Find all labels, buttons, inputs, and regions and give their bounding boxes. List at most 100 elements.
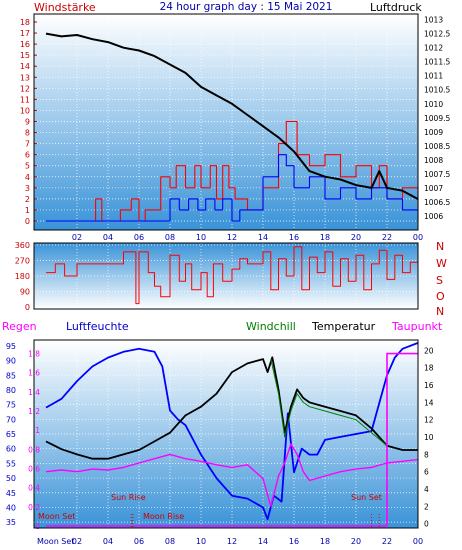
panel3-temp-tick: 10 — [424, 433, 434, 442]
panel3-temp-tick: 8 — [424, 450, 429, 459]
panel1-right-tick: 1010 — [424, 100, 443, 109]
panel1-x-tick: 06 — [134, 233, 144, 242]
panel3-x-tick: 04 — [103, 537, 113, 546]
legend-regen: Regen — [2, 320, 37, 333]
panel3-temp-tick: 12 — [424, 416, 434, 425]
panel1-right-tick: 1012.5 — [424, 30, 450, 39]
panel-wind-pressure-frame — [33, 13, 419, 231]
series-luftfeuchte — [45, 342, 419, 521]
panel1-left-tick: 5 — [25, 162, 30, 171]
panel3-temp-tick: 6 — [424, 468, 429, 477]
panel3-humidity-tick: 75 — [6, 401, 16, 410]
series-windchill — [270, 358, 388, 447]
panel-wind-pressure-bg — [34, 14, 418, 230]
panel1-x-tick: 12 — [227, 233, 237, 242]
panel3-temp-tick: 2 — [424, 502, 429, 511]
panel-temp-humidity-frame — [33, 339, 419, 529]
panel1-x-tick: 04 — [103, 233, 113, 242]
panel1-right-tick: 1008 — [424, 156, 443, 165]
legend-luftfeuchte: Luftfeuchte — [66, 320, 129, 333]
panel3-x-tick: 06 — [134, 537, 144, 546]
panel3-humidity-tick: 50 — [6, 474, 16, 483]
panel1-x-tick: 18 — [320, 233, 330, 242]
header-title: 24 hour graph day : 15 Mai 2021 — [160, 1, 333, 13]
compass-label-0: N — [436, 240, 444, 253]
panel3-temp-tick: 16 — [424, 381, 434, 390]
panel1-left-tick: 1 — [25, 206, 30, 215]
panel1-right-tick: 1008.5 — [424, 142, 450, 151]
series-taupunkt — [45, 443, 419, 507]
panel1-left-tick: 12 — [20, 84, 30, 93]
panel3-x-tick: 22 — [382, 537, 392, 546]
panel1-left-tick: 4 — [25, 173, 30, 182]
panel1-right-tick: 1007.5 — [424, 170, 450, 179]
panel1-left-tick: 10 — [20, 106, 30, 115]
panel1-left-tick: 13 — [20, 73, 30, 82]
series-wind_gust — [46, 154, 419, 222]
panel3-humidity-tick: 45 — [6, 489, 16, 498]
panel3-temp-tick: 0 — [424, 520, 429, 529]
panel3-temp-tick: 14 — [424, 398, 434, 407]
panel1-left-tick: 14 — [20, 62, 30, 71]
panel1-x-tick: 16 — [289, 233, 299, 242]
panel1-x-tick: 20 — [351, 233, 361, 242]
panel1-x-tick: 00 — [413, 233, 423, 242]
series-luftdruck — [45, 32, 419, 200]
panel3-humidity-tick: 95 — [6, 342, 16, 351]
event-sun-set: Sun Set — [351, 493, 382, 502]
panel3-x-tick: 18 — [320, 537, 330, 546]
panel3-x-tick: 08 — [165, 537, 175, 546]
series-wind_direction — [46, 246, 419, 305]
panel3-humidity-tick: 65 — [6, 430, 16, 439]
panel1-right-tick: 1007 — [424, 184, 443, 193]
panel1-left-tick: 6 — [25, 151, 30, 160]
panel3-humidity-tick: 90 — [6, 357, 16, 366]
panel3-humidity-tick: 40 — [6, 503, 16, 512]
series-temperatur — [45, 356, 418, 460]
panel3-humidity-tick: 35 — [6, 518, 16, 527]
panel1-right-tick: 1012 — [424, 44, 443, 53]
compass-label-1: W — [436, 257, 447, 270]
compass-label-3: O — [436, 290, 445, 303]
panel1-x-tick: 08 — [165, 233, 175, 242]
panel1-x-tick: 02 — [72, 233, 82, 242]
panel3-humidity-tick: 80 — [6, 386, 16, 395]
panel3-x-tick: 02 — [72, 537, 82, 546]
panel3-humidity-tick: 60 — [6, 445, 16, 454]
panel1-left-tick: 15 — [20, 51, 30, 60]
panel3-temp-tick: 4 — [424, 485, 429, 494]
panel1-left-tick: 16 — [20, 40, 30, 49]
header-left: Windstärke — [34, 1, 96, 14]
panel1-right-tick: 1010.5 — [424, 86, 450, 95]
panel3-x-tick: 16 — [289, 537, 299, 546]
panel1-left-tick: 0 — [25, 217, 30, 226]
panel3-x-tick: 20 — [351, 537, 361, 546]
panel1-x-tick: 14 — [258, 233, 268, 242]
panel3-x-tick: 10 — [196, 537, 206, 546]
compass-label-2: S — [436, 274, 443, 287]
event-moon-set-2: Moon Set — [37, 537, 74, 546]
panel1-x-tick: 22 — [382, 233, 392, 242]
panel-direction-frame — [33, 242, 419, 310]
panel3-regen-tick: 0 — [35, 522, 40, 531]
event-sun-rise: Sun Rise — [111, 493, 146, 502]
panel2-left-tick: 90 — [20, 288, 30, 297]
panel3-humidity-tick: 55 — [6, 459, 16, 468]
panel1-right-tick: 1011.5 — [424, 58, 450, 67]
panel1-right-tick: 1011 — [424, 72, 443, 81]
panel1-x-tick: 10 — [196, 233, 206, 242]
series-regen — [46, 352, 418, 527]
panel3-regen-tick: 1 — [35, 426, 40, 435]
panel3-humidity-tick: 85 — [6, 371, 16, 380]
panel3-temp-tick: 18 — [424, 364, 434, 373]
legend-taupunkt: Taupunkt — [391, 320, 443, 333]
panel2-left-tick: 270 — [15, 257, 30, 266]
panel1-left-tick: 17 — [20, 29, 30, 38]
panel1-right-tick: 1013 — [424, 16, 443, 25]
event-moon-set-1: Moon Set — [38, 512, 75, 521]
event-moon-rise: Moon Rise — [143, 512, 184, 521]
header-right: Luftdruck — [370, 1, 422, 14]
panel1-right-tick: 1009 — [424, 128, 443, 137]
panel2-left-tick: 180 — [15, 272, 30, 281]
